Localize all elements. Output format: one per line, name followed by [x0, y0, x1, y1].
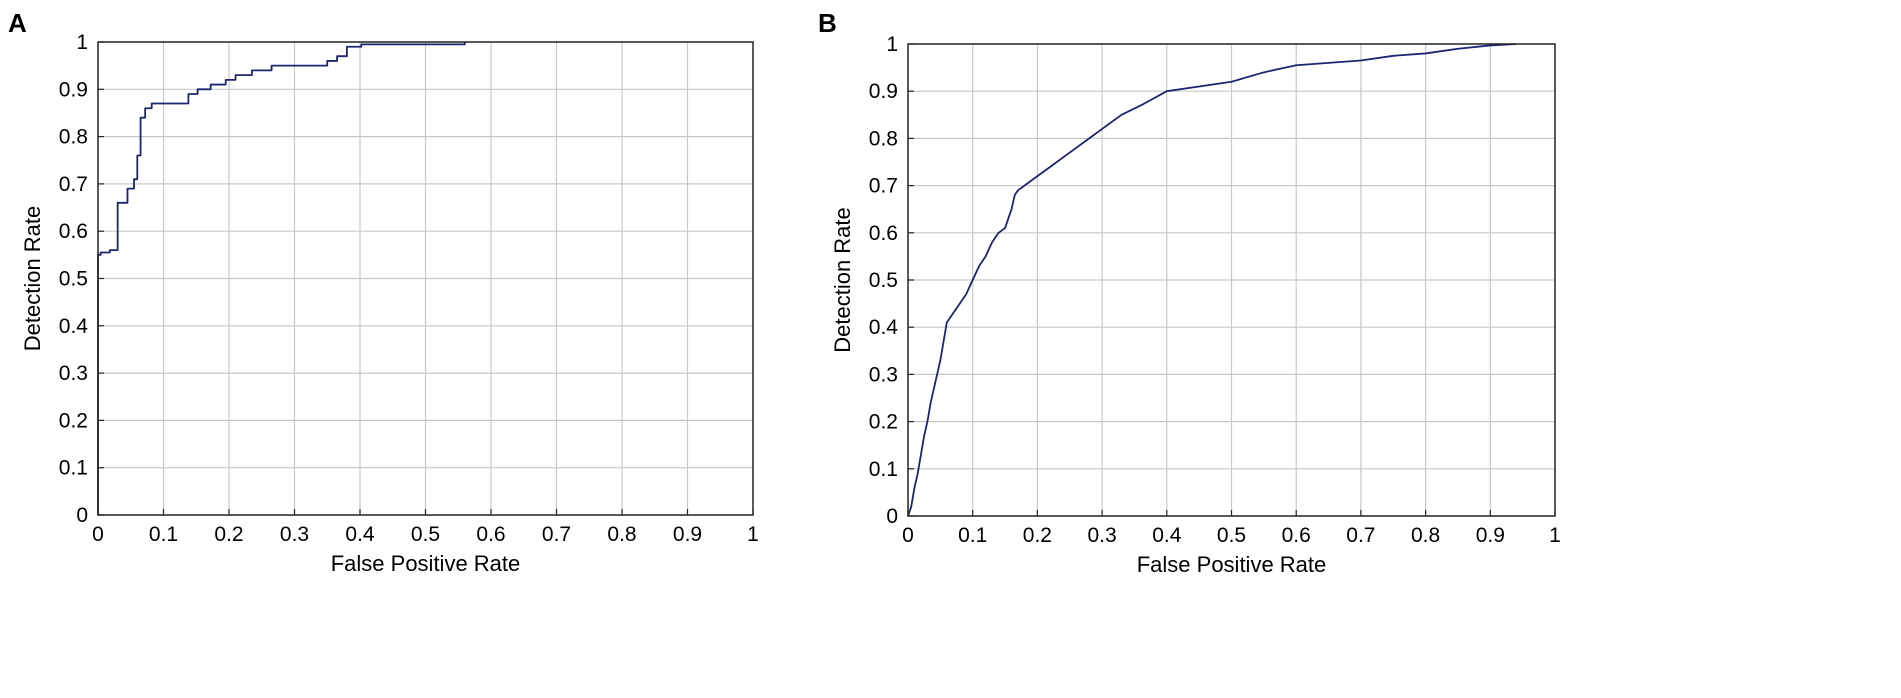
chart-a-ytick-label-6: 0.6	[59, 220, 88, 243]
chart-a-ytick-label-10: 1	[76, 31, 88, 54]
chart-a-xtick-label-6: 0.6	[476, 523, 505, 546]
chart-a-xtick-label-7: 0.7	[542, 523, 571, 546]
chart-b-plot-frame	[907, 43, 1556, 517]
chart-a-xtick-label-1: 0.1	[149, 523, 178, 546]
chart-a-ytick-label-8: 0.8	[59, 126, 88, 149]
chart-a-ytick-label-4: 0.4	[59, 315, 89, 338]
chart-a-xtick-label-10: 1	[747, 523, 759, 546]
chart-a-xtick-label-0: 0	[92, 523, 104, 546]
chart-a-xtick-label-5: 0.5	[411, 523, 440, 546]
chart-b-xtick-label-8: 0.8	[1411, 524, 1440, 547]
chart-b-xtick-label-1: 0.1	[958, 524, 987, 547]
chart-a-ytick-label-5: 0.5	[59, 268, 88, 291]
chart-a-y-axis-label: Detection Rate	[20, 206, 45, 352]
chart-a-ytick-label-0: 0	[76, 504, 88, 527]
chart-a-ytick-label-1: 0.1	[59, 457, 88, 480]
chart-b-xtick-label-7: 0.7	[1346, 524, 1375, 547]
chart-b-xtick-label-4: 0.4	[1152, 524, 1182, 547]
chart-b-x-axis-label: False Positive Rate	[1137, 552, 1327, 577]
chart-a-ytick-label-2: 0.2	[59, 409, 88, 432]
chart-a-roc-curve	[97, 42, 466, 515]
panel-label-a: A	[8, 8, 27, 38]
chart-a-xtick-label-9: 0.9	[673, 523, 702, 546]
chart-b-xtick-label-10: 1	[1549, 524, 1561, 547]
chart-a-x-axis-label: False Positive Rate	[331, 551, 521, 576]
chart-a-xtick-label-8: 0.8	[607, 523, 636, 546]
chart-b-xtick-label-9: 0.9	[1476, 524, 1505, 547]
chart-b-roc-curve	[907, 43, 1517, 517]
chart-a-ytick-label-9: 0.9	[59, 78, 88, 101]
roc-chart-a: 0 0.1 0.2 0.3 0.4 0.5 0.6 0.7 0.8 0.9 1 0 0.1 0.2 0.3 0…	[20, 31, 759, 576]
chart-b-xtick-label-2: 0.2	[1023, 524, 1052, 547]
chart-a-xtick-label-4: 0.4	[345, 523, 375, 546]
chart-a-ytick-label-7: 0.7	[59, 173, 88, 196]
chart-panel-a: A 0 0.1 0.2 0.3 0.4 0.5 0.6 0.7 0.8 0.9 1 0 0.1 0.2 0.…	[8, 8, 759, 576]
chart-b-xtick-label-6: 0.6	[1282, 524, 1311, 547]
chart-b-xtick-label-3: 0.3	[1087, 524, 1116, 547]
chart-a-xtick-label-2: 0.2	[214, 523, 243, 546]
chart-a-ytick-label-3: 0.3	[59, 362, 88, 385]
chart-b-xtick-label-5: 0.5	[1217, 524, 1246, 547]
chart-a-xtick-label-3: 0.3	[280, 523, 309, 546]
